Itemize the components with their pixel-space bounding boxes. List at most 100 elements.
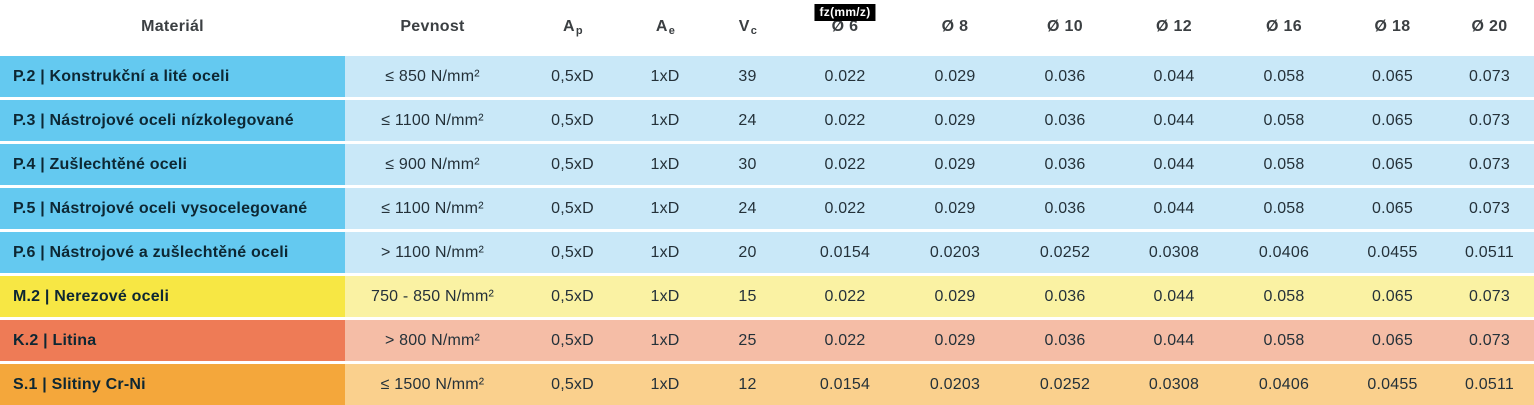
fz-unit-badge: fz(mm/z) — [814, 4, 876, 21]
fz-cell-d6: 0.022 — [790, 276, 900, 317]
fz-cell-d20: 0.0511 — [1445, 364, 1534, 405]
table-row-s1: S.1 | Slitiny Cr-Ni ≤ 1500 N/mm² 0,5xD 1… — [0, 364, 1534, 405]
fz-cell-d12: 0.0308 — [1120, 232, 1228, 273]
fz-cell-d18: 0.065 — [1340, 188, 1445, 229]
vc-cell: 15 — [705, 276, 790, 317]
material-cell: P.3 | Nástrojové oceli nízkolegované — [0, 100, 345, 141]
column-header-label: Ø 6 — [831, 17, 859, 35]
ae-cell: 1xD — [625, 188, 705, 229]
ae-cell: 1xD — [625, 100, 705, 141]
fz-cell-d16: 0.058 — [1228, 100, 1340, 141]
column-header-label: A — [563, 17, 575, 35]
column-header-d16: Ø 16 — [1228, 0, 1340, 53]
column-header-d18: Ø 18 — [1340, 0, 1445, 53]
fz-cell-d10: 0.036 — [1010, 100, 1120, 141]
material-cell: P.5 | Nástrojové oceli vysocelegované — [0, 188, 345, 229]
pevnost-cell: ≤ 850 N/mm² — [345, 56, 520, 97]
fz-cell-d10: 0.036 — [1010, 56, 1120, 97]
ap-cell: 0,5xD — [520, 188, 625, 229]
column-header-d8: Ø 8 — [900, 0, 1010, 53]
column-header-vc: Vc — [705, 0, 790, 53]
fz-cell-d12: 0.044 — [1120, 188, 1228, 229]
fz-cell-d8: 0.029 — [900, 56, 1010, 97]
column-header-label: Ø 8 — [941, 17, 969, 35]
fz-cell-d6: 0.022 — [790, 320, 900, 361]
column-header-label: Ø 16 — [1266, 17, 1302, 35]
fz-cell-d18: 0.0455 — [1340, 232, 1445, 273]
fz-cell-d16: 0.058 — [1228, 144, 1340, 185]
column-header-subscript: p — [575, 24, 583, 37]
pevnost-cell: > 1100 N/mm² — [345, 232, 520, 273]
fz-cell-d20: 0.073 — [1445, 144, 1534, 185]
fz-cell-d8: 0.029 — [900, 144, 1010, 185]
column-header-label: Pevnost — [400, 17, 465, 35]
fz-cell-d12: 0.044 — [1120, 320, 1228, 361]
fz-cell-d20: 0.073 — [1445, 188, 1534, 229]
fz-cell-d8: 0.029 — [900, 276, 1010, 317]
table-row-p3: P.3 | Nástrojové oceli nízkolegované ≤ 1… — [0, 100, 1534, 141]
fz-cell-d6: 0.022 — [790, 56, 900, 97]
pevnost-cell: ≤ 1500 N/mm² — [345, 364, 520, 405]
pevnost-cell: ≤ 900 N/mm² — [345, 144, 520, 185]
material-cell: S.1 | Slitiny Cr-Ni — [0, 364, 345, 405]
ae-cell: 1xD — [625, 56, 705, 97]
fz-cell-d10: 0.0252 — [1010, 364, 1120, 405]
material-cell: P.2 | Konstrukční a lité oceli — [0, 56, 345, 97]
table-row-k2: K.2 | Litina > 800 N/mm² 0,5xD 1xD 25 0.… — [0, 320, 1534, 361]
fz-cell-d10: 0.036 — [1010, 144, 1120, 185]
fz-cell-d6: 0.0154 — [790, 364, 900, 405]
fz-cell-d8: 0.029 — [900, 100, 1010, 141]
column-header-label: Materiál — [141, 17, 204, 35]
fz-cell-d16: 0.058 — [1228, 188, 1340, 229]
fz-cell-d12: 0.044 — [1120, 276, 1228, 317]
fz-cell-d20: 0.073 — [1445, 276, 1534, 317]
fz-cell-d18: 0.065 — [1340, 56, 1445, 97]
fz-cell-d12: 0.0308 — [1120, 364, 1228, 405]
pevnost-cell: ≤ 1100 N/mm² — [345, 100, 520, 141]
fz-cell-d18: 0.0455 — [1340, 364, 1445, 405]
fz-cell-d16: 0.058 — [1228, 56, 1340, 97]
ae-cell: 1xD — [625, 276, 705, 317]
table-row-p5: P.5 | Nástrojové oceli vysocelegované ≤ … — [0, 188, 1534, 229]
fz-cell-d20: 0.073 — [1445, 320, 1534, 361]
table-row-p4: P.4 | Zušlechtěné oceli ≤ 900 N/mm² 0,5x… — [0, 144, 1534, 185]
column-header-ae: Ae — [625, 0, 705, 53]
column-header-label: Ø 18 — [1374, 17, 1411, 35]
fz-cell-d10: 0.0252 — [1010, 232, 1120, 273]
column-header-label: Ø 20 — [1471, 17, 1508, 35]
ap-cell: 0,5xD — [520, 232, 625, 273]
fz-cell-d20: 0.073 — [1445, 100, 1534, 141]
pevnost-cell: 750 - 850 N/mm² — [345, 276, 520, 317]
fz-cell-d10: 0.036 — [1010, 320, 1120, 361]
column-header-pevnost: Pevnost — [345, 0, 520, 53]
pevnost-cell: ≤ 1100 N/mm² — [345, 188, 520, 229]
column-header-ap: Ap — [520, 0, 625, 53]
column-header-material: Materiál — [0, 0, 345, 53]
column-header-subscript: c — [750, 24, 758, 37]
fz-cell-d18: 0.065 — [1340, 144, 1445, 185]
vc-cell: 30 — [705, 144, 790, 185]
fz-cell-d16: 0.058 — [1228, 320, 1340, 361]
table-row-p6: P.6 | Nástrojové a zušlechtěné oceli > 1… — [0, 232, 1534, 273]
ap-cell: 0,5xD — [520, 100, 625, 141]
fz-cell-d18: 0.065 — [1340, 276, 1445, 317]
vc-cell: 25 — [705, 320, 790, 361]
material-cell: K.2 | Litina — [0, 320, 345, 361]
ae-cell: 1xD — [625, 144, 705, 185]
fz-cell-d16: 0.058 — [1228, 276, 1340, 317]
vc-cell: 12 — [705, 364, 790, 405]
column-header-d12: Ø 12 — [1120, 0, 1228, 53]
fz-cell-d10: 0.036 — [1010, 188, 1120, 229]
fz-cell-d6: 0.0154 — [790, 232, 900, 273]
column-header-d6: fz(mm/z) Ø 6 — [790, 0, 900, 53]
table-row-m2: M.2 | Nerezové oceli 750 - 850 N/mm² 0,5… — [0, 276, 1534, 317]
fz-cell-d18: 0.065 — [1340, 100, 1445, 141]
vc-cell: 24 — [705, 188, 790, 229]
fz-cell-d12: 0.044 — [1120, 56, 1228, 97]
column-header-label: Ø 10 — [1047, 17, 1083, 35]
fz-cell-d18: 0.065 — [1340, 320, 1445, 361]
ap-cell: 0,5xD — [520, 364, 625, 405]
ae-cell: 1xD — [625, 232, 705, 273]
